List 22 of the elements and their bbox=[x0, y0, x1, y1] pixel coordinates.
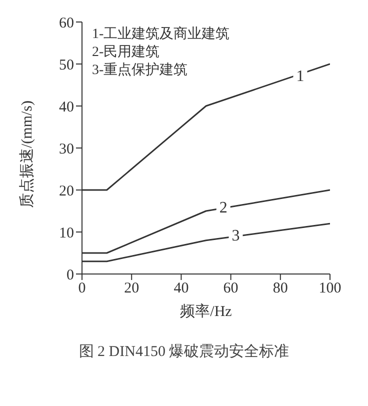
y-tick-label: 20 bbox=[59, 183, 74, 200]
x-tick-label: 20 bbox=[124, 280, 140, 297]
y-tick-label: 30 bbox=[59, 141, 74, 158]
annotation: 3-重点保护建筑 bbox=[92, 62, 189, 80]
annotation: 1 bbox=[296, 68, 304, 86]
text: 图 2 DIN4150 爆破震动安全标准 bbox=[78, 342, 290, 361]
y-axis-title: 质点振速/(mm/s) bbox=[18, 100, 36, 208]
x-tick-label: 100 bbox=[318, 280, 342, 297]
x-axis-title: 频率/Hz bbox=[180, 303, 232, 320]
y-tick-label: 0 bbox=[66, 267, 74, 284]
y-tick-label: 60 bbox=[59, 15, 74, 32]
y-tick-label: 40 bbox=[59, 99, 74, 116]
annotation: 3 bbox=[232, 228, 240, 245]
annotation: 1-工业建筑及商业建筑 bbox=[92, 26, 230, 44]
x-tick-label: 0 bbox=[78, 280, 86, 297]
x-tick-label: 40 bbox=[174, 280, 189, 297]
y-tick-label: 10 bbox=[59, 225, 74, 242]
x-tick-label: 60 bbox=[223, 280, 238, 297]
x-tick-label: 80 bbox=[272, 280, 288, 297]
annotation: 2 bbox=[219, 200, 228, 217]
y-tick-label: 50 bbox=[59, 57, 74, 74]
annotation: 2-民用建筑 bbox=[92, 44, 161, 62]
